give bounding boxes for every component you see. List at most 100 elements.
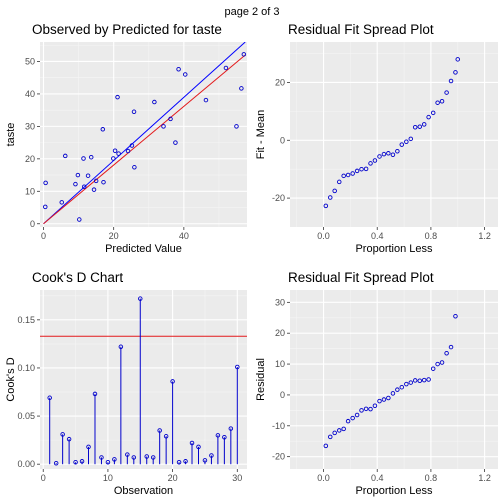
x-tick-label: 1.2	[478, 473, 491, 483]
chart-title: Residual Fit Spread Plot	[288, 270, 434, 285]
data-point	[444, 90, 449, 95]
data-point	[63, 153, 68, 159]
x-tick-label: 40	[179, 231, 189, 241]
data-point	[435, 100, 440, 105]
data-point	[363, 406, 369, 412]
y-axis-label: Residual	[255, 358, 267, 401]
cooks-d-point	[118, 344, 124, 350]
data-point	[203, 97, 209, 103]
x-axis-label: Proportion Less	[355, 485, 433, 497]
cooks-d-point	[79, 459, 85, 464]
data-point	[404, 381, 409, 387]
data-point	[421, 122, 427, 127]
cooks-d-point	[222, 434, 227, 440]
x-tick-label: 1.2	[478, 231, 491, 241]
data-point	[417, 124, 423, 129]
data-point	[453, 70, 458, 75]
cooks-d-point	[125, 452, 130, 457]
data-point	[88, 154, 94, 160]
data-point	[417, 378, 423, 383]
data-point	[354, 168, 360, 174]
data-point	[77, 217, 82, 222]
data-point	[448, 344, 454, 350]
cooks-d-point	[144, 454, 149, 459]
data-point	[168, 116, 173, 122]
data-point	[81, 184, 87, 190]
data-layer	[323, 313, 458, 449]
cooks-d-point	[196, 444, 201, 450]
data-point	[332, 430, 337, 436]
data-point	[345, 172, 351, 178]
y-tick-label: 30	[275, 297, 285, 307]
y-tick-label: 20	[25, 154, 35, 164]
data-point	[100, 127, 106, 132]
cooks-d-point	[235, 364, 240, 370]
x-axis-label: Predicted Value	[105, 243, 182, 255]
cooks-d-point	[53, 460, 59, 466]
data-layer	[43, 42, 247, 225]
x-tick-label: 0.8	[425, 231, 438, 241]
data-point	[350, 171, 355, 176]
y-tick-label: 40	[25, 89, 35, 99]
cooks-d-point	[86, 444, 91, 450]
data-point	[328, 195, 333, 200]
x-tick-label: 0.8	[425, 473, 438, 483]
chart-title: Residual Fit Spread Plot	[288, 22, 434, 37]
data-point	[75, 172, 81, 178]
cooks-d-point	[73, 460, 78, 465]
chart-obs_pred: Observed by Predicted for taste 0 20 40 0 10 2…	[5, 22, 247, 255]
y-axis-label: Fit - Mean	[255, 110, 267, 160]
data-point	[111, 156, 116, 161]
x-tick-label: 30	[232, 473, 242, 483]
data-point	[386, 151, 391, 156]
cooks-d-point	[202, 458, 208, 463]
plot-panel	[40, 290, 247, 469]
data-point	[129, 143, 135, 148]
data-point	[350, 415, 355, 421]
page-header: page 2 of 3	[224, 6, 279, 18]
y-tick-label: -10	[272, 421, 285, 431]
data-point	[395, 149, 400, 154]
y-tick-label: 50	[25, 56, 35, 66]
data-point	[59, 200, 65, 205]
reference-line-red	[43, 54, 246, 225]
y-axis-label: taste	[5, 123, 17, 147]
data-point	[341, 426, 346, 432]
data-point	[43, 180, 48, 186]
y-tick-label: 10	[275, 359, 285, 369]
cooks-d-point	[47, 395, 52, 401]
data-point	[132, 165, 137, 170]
data-point	[112, 148, 118, 153]
chart-title: Observed by Predicted for taste	[32, 22, 222, 37]
data-point	[399, 384, 405, 390]
x-axis-label: Observation	[114, 485, 173, 497]
data-layer	[40, 296, 247, 466]
data-point	[430, 366, 436, 371]
data-point	[377, 154, 382, 159]
plot-panel	[290, 42, 498, 227]
cooks-d-point	[163, 434, 169, 439]
cooks-d-point	[183, 459, 188, 464]
data-point	[328, 434, 333, 440]
cooks-d-point	[138, 296, 143, 301]
data-point	[395, 387, 400, 392]
y-tick-label: 0	[30, 219, 35, 229]
data-point	[408, 136, 414, 142]
data-point	[386, 395, 391, 401]
data-point	[341, 173, 346, 179]
data-point	[234, 124, 239, 129]
data-point	[444, 351, 449, 356]
cooks-d-point	[170, 379, 175, 384]
y-tick-label: 30	[25, 121, 35, 131]
x-axis-label: Proportion Less	[355, 243, 433, 255]
chart-rfs_fit: Residual Fit Spread Plot 0.0 0.4 0.8 1.2 -20 0…	[255, 22, 498, 255]
y-tick-label: 10	[25, 186, 35, 196]
y-tick-label: -20	[272, 193, 285, 203]
cooks-d-point	[131, 455, 137, 460]
x-tick-label: 0	[41, 473, 46, 483]
data-point	[354, 412, 360, 418]
data-point	[439, 99, 445, 104]
data-point	[439, 360, 445, 365]
